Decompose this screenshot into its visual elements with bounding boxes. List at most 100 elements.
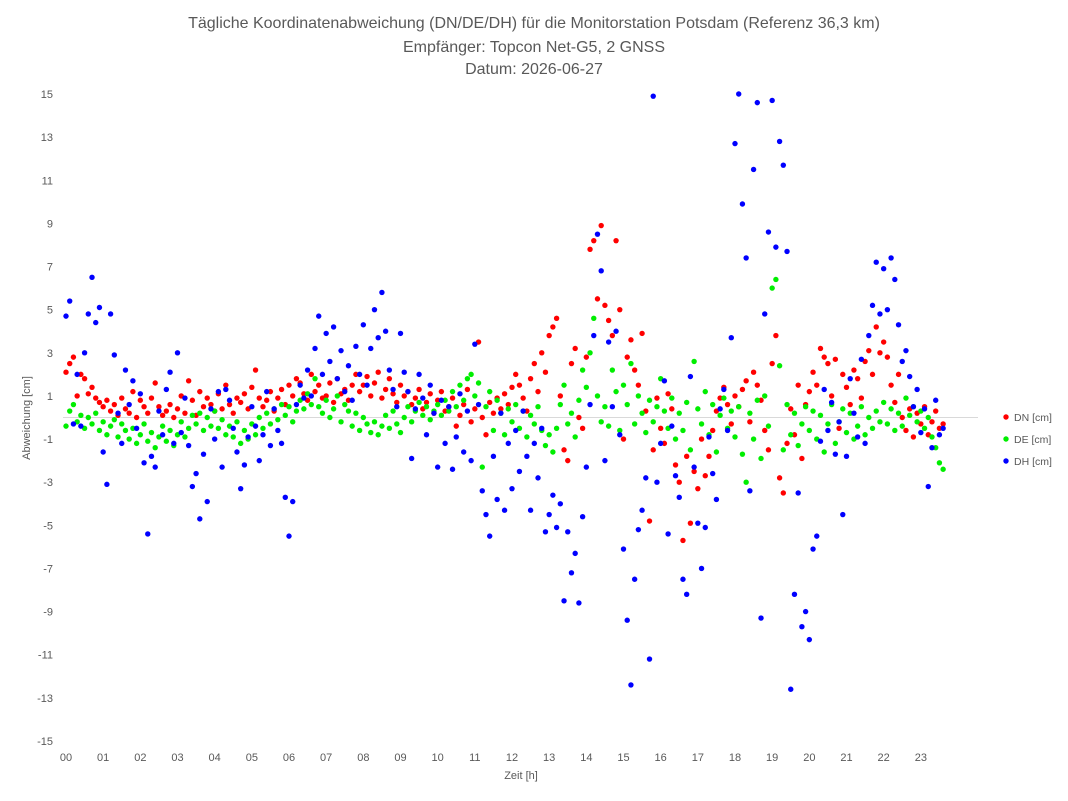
data-point [698,421,705,427]
data-point [104,481,110,488]
data-point [252,432,259,438]
data-point [847,401,853,408]
data-point [200,427,207,434]
data-point [531,421,537,427]
data-point [713,449,720,455]
data-point [884,421,891,427]
data-point [773,332,779,339]
data-point [282,412,288,419]
data-point [866,332,872,339]
data-point [159,432,166,438]
data-point [148,429,155,436]
series-2 [63,91,946,692]
data-point [784,401,790,408]
data-point [657,425,664,431]
data-point [78,412,84,419]
data-point [364,373,370,380]
data-point [163,386,170,393]
data-point [710,427,716,434]
data-point [802,608,809,615]
data-point [940,421,946,427]
y-tick-label: 7 [47,262,53,274]
data-point [308,393,314,399]
x-tick-label: 03 [171,752,183,764]
data-point [598,268,604,274]
y-tick-label: -13 [37,693,53,705]
data-point [405,404,411,410]
data-point [100,404,106,410]
data-point [743,255,749,261]
data-point [356,427,363,434]
data-point [765,423,772,429]
data-point [453,423,459,429]
data-point [895,322,902,328]
data-point [401,393,407,399]
data-point [732,434,738,440]
data-point [460,397,467,403]
data-point [260,432,266,438]
data-point [494,496,500,503]
data-point [773,244,779,250]
data-point [884,306,891,313]
data-point [182,395,188,401]
data-point [683,399,690,406]
data-point [167,427,173,434]
data-point [936,432,943,438]
data-point [513,427,519,434]
data-point [568,570,575,576]
data-point [535,475,541,481]
data-point [375,432,381,438]
data-point [223,386,229,393]
data-point [925,414,931,421]
data-point [546,332,552,339]
data-point [468,371,474,378]
data-point [832,440,839,447]
data-point [736,91,742,97]
data-point [178,429,184,436]
data-point [769,285,775,291]
data-point [639,507,645,513]
data-point [527,412,534,419]
data-point [472,406,478,412]
data-point [639,410,645,416]
data-point [416,399,422,406]
y-tick-label: -7 [43,563,53,575]
data-point [237,485,244,492]
data-point [316,313,322,319]
data-point [211,436,218,442]
data-point [379,423,385,429]
data-point [624,617,630,623]
data-point [828,399,835,406]
data-point [349,382,355,388]
data-point [724,401,731,408]
data-point [814,382,820,388]
data-point [401,414,407,421]
data-point [914,386,920,393]
data-point [316,382,322,388]
data-point [468,419,474,425]
data-point [67,298,73,304]
data-point [267,388,274,395]
data-point [698,436,705,442]
data-point [646,397,653,403]
data-point [624,401,630,408]
data-point [338,347,344,354]
data-point [133,414,140,421]
data-point [832,356,839,362]
data-point [442,397,448,403]
data-point [353,410,359,416]
data-point [587,401,593,408]
data-point [130,378,136,384]
data-point [895,410,902,416]
data-point [669,406,675,412]
data-point [825,421,831,427]
data-point [145,531,151,537]
data-point [750,166,757,173]
data-point [728,408,734,414]
data-point [278,401,285,408]
data-point [126,410,132,416]
data-point [702,524,708,531]
data-point [85,391,92,397]
data-point [858,356,865,362]
data-point [840,511,846,518]
